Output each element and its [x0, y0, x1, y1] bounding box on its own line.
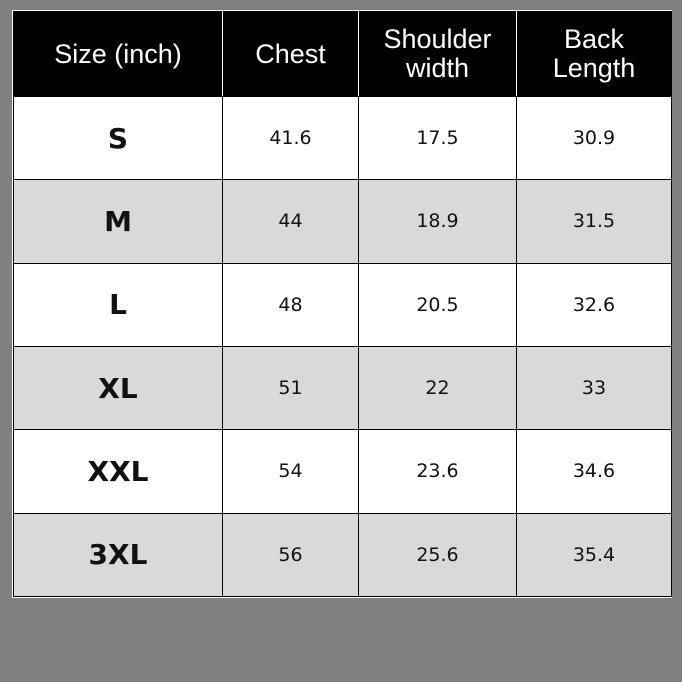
header-back-length: Back Length	[516, 11, 672, 97]
back-length-cell: 30.9	[516, 95, 672, 181]
table-row: M 44 18.9 31.5	[13, 179, 672, 264]
back-length-cell: 32.6	[516, 262, 672, 347]
table-row: S 41.6 17.5 30.9	[13, 95, 672, 181]
shoulder-cell: 22	[358, 345, 517, 431]
back-length-cell: 31.5	[516, 179, 672, 264]
size-cell: 3XL	[13, 512, 223, 598]
back-length-cell: 35.4	[516, 512, 672, 598]
size-chart: Size (inch) Chest Shoulder width Back Le…	[12, 10, 672, 598]
size-cell: L	[13, 262, 223, 347]
table-row: 3XL 56 25.6 35.4	[13, 512, 672, 598]
size-cell: S	[13, 95, 223, 181]
table-row: XL 51 22 33	[13, 345, 672, 431]
header-row: Size (inch) Chest Shoulder width Back Le…	[13, 11, 672, 97]
chest-cell: 54	[222, 429, 359, 514]
back-length-cell: 33	[516, 345, 672, 431]
header-shoulder-width: Shoulder width	[358, 11, 517, 97]
table-row: XXL 54 23.6 34.6	[13, 429, 672, 514]
size-table: Size (inch) Chest Shoulder width Back Le…	[13, 11, 672, 598]
shoulder-cell: 25.6	[358, 512, 517, 598]
back-length-cell: 34.6	[516, 429, 672, 514]
shoulder-cell: 23.6	[358, 429, 517, 514]
size-cell: XXL	[13, 429, 223, 514]
chest-cell: 56	[222, 512, 359, 598]
header-size: Size (inch)	[13, 11, 223, 97]
shoulder-cell: 20.5	[358, 262, 517, 347]
size-cell: M	[13, 179, 223, 264]
chest-cell: 51	[222, 345, 359, 431]
chest-cell: 41.6	[222, 95, 359, 181]
shoulder-cell: 18.9	[358, 179, 517, 264]
shoulder-cell: 17.5	[358, 95, 517, 181]
size-cell: XL	[13, 345, 223, 431]
table-row: L 48 20.5 32.6	[13, 262, 672, 347]
chest-cell: 44	[222, 179, 359, 264]
header-chest: Chest	[222, 11, 359, 97]
chest-cell: 48	[222, 262, 359, 347]
